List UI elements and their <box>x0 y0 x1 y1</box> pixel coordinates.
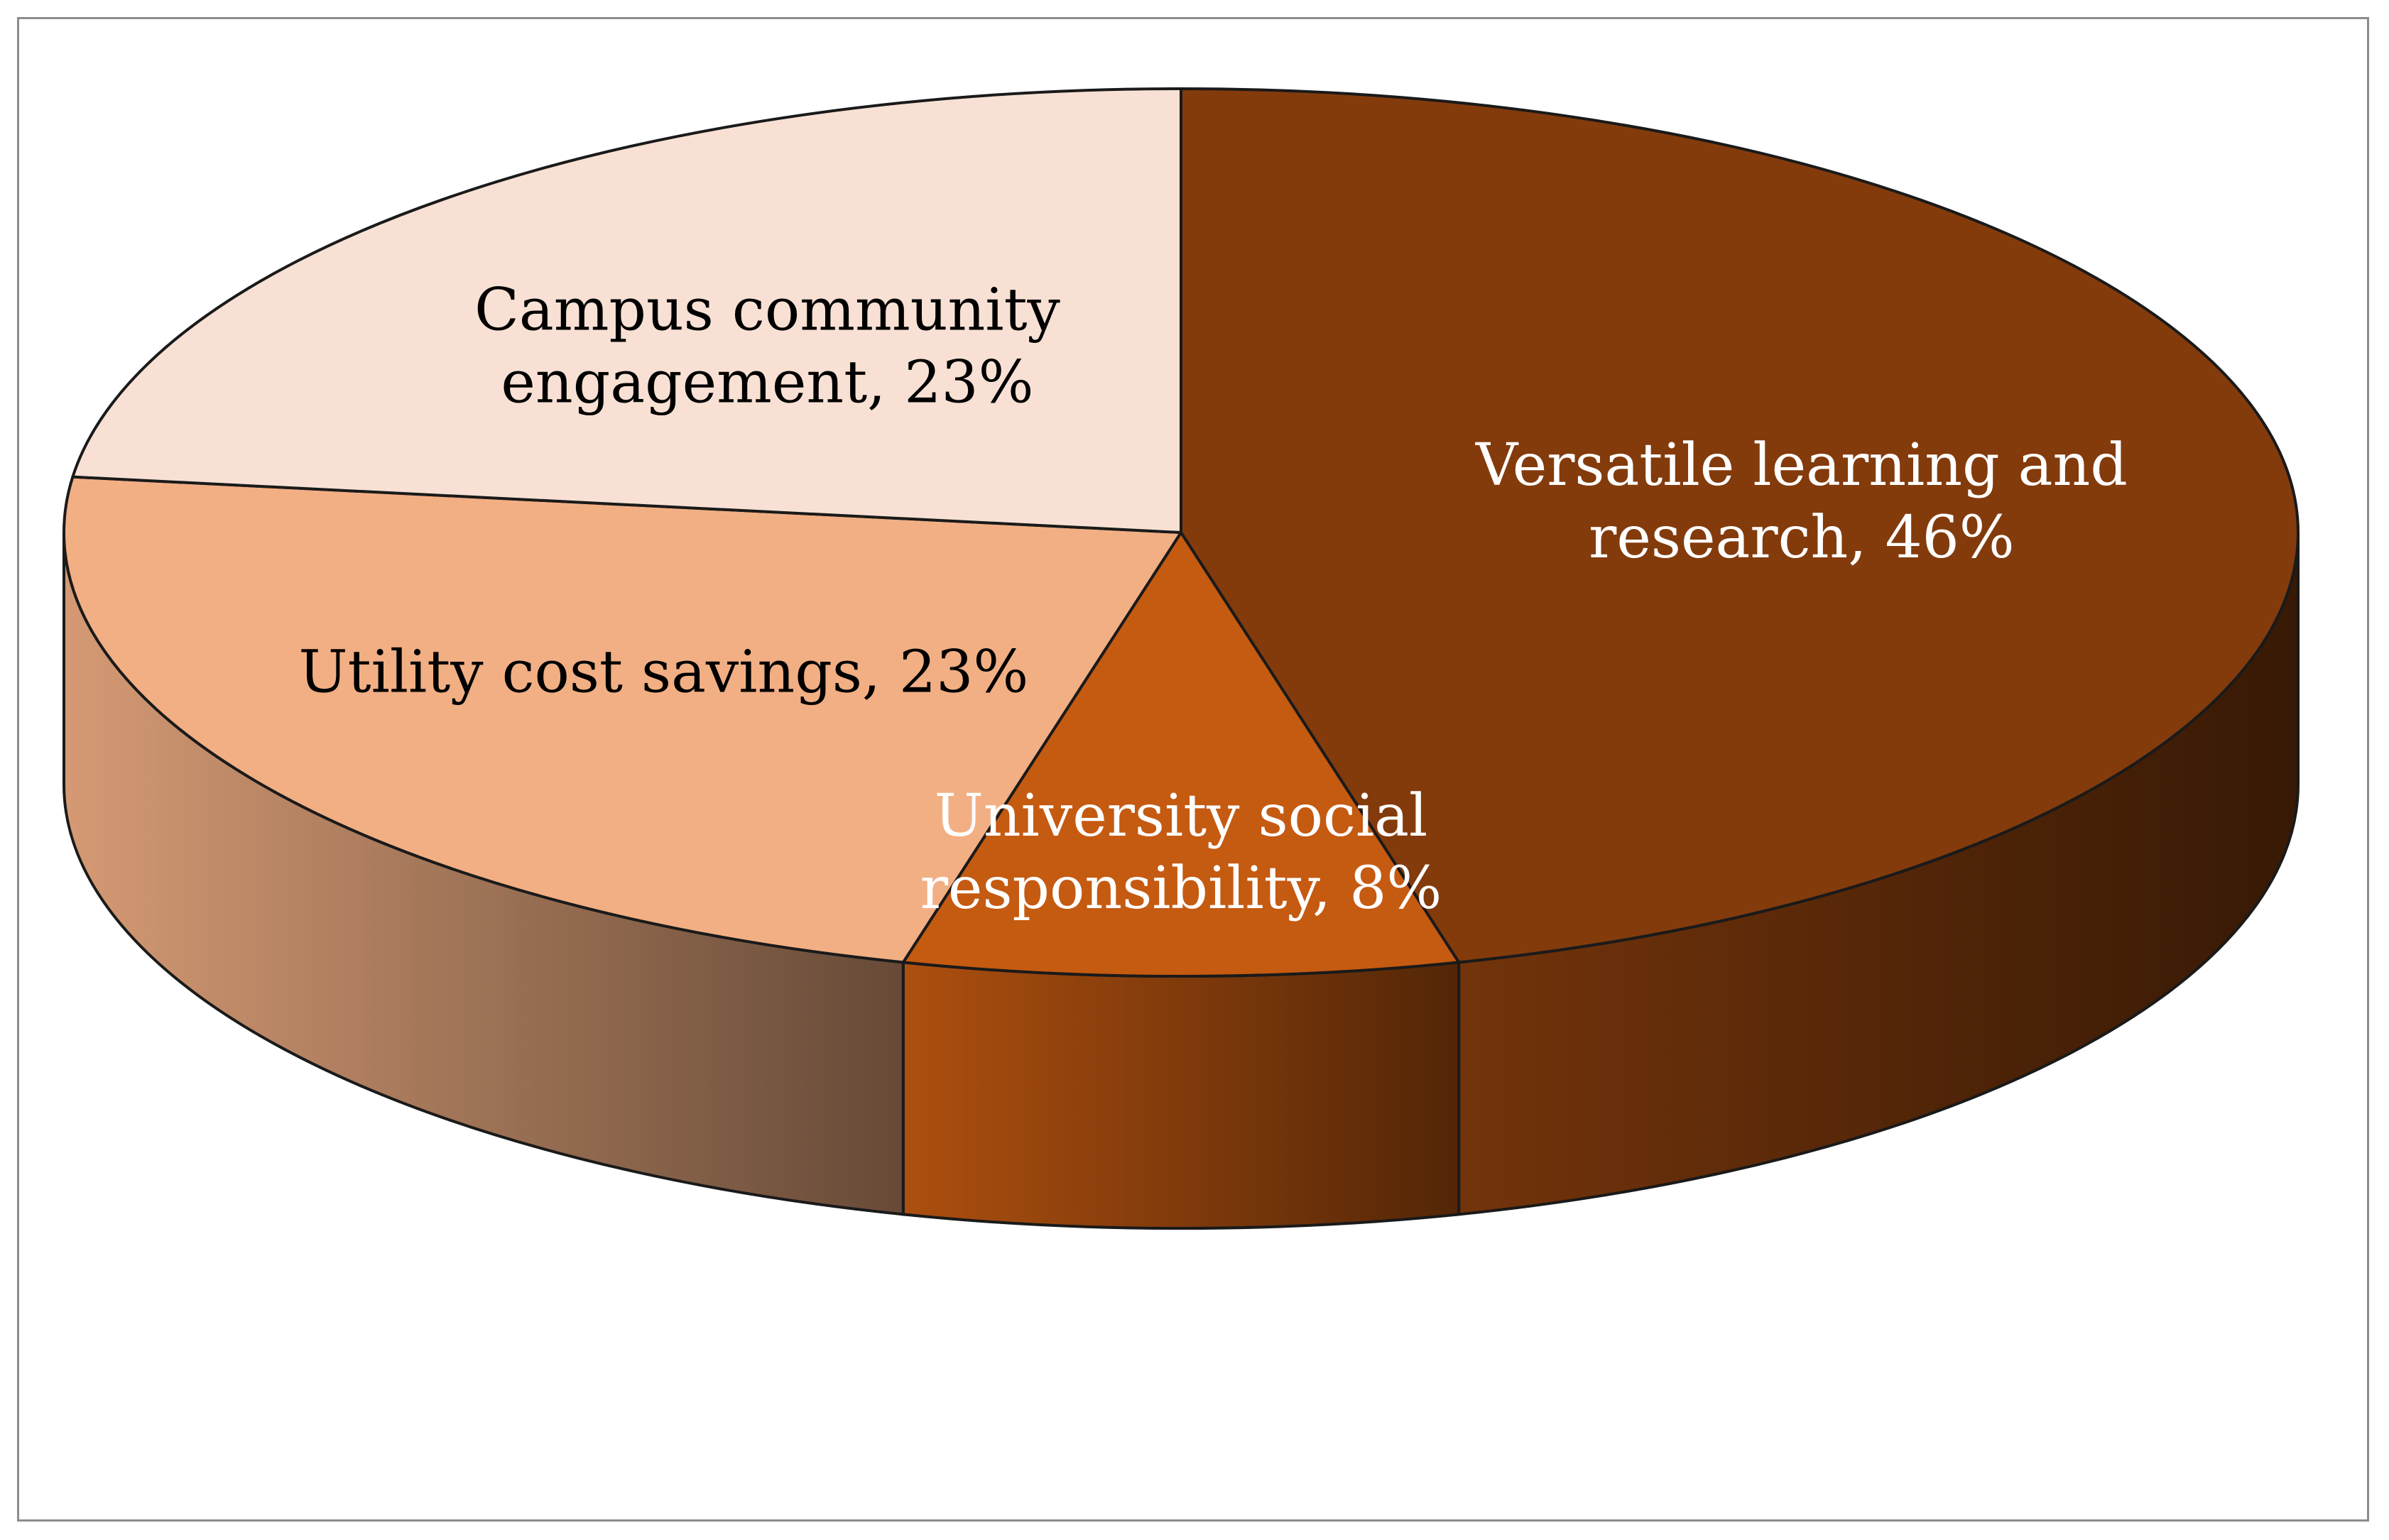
pie-slice-versatile-learning-and-research <box>1180 87 2300 964</box>
pie-slices <box>62 87 2300 978</box>
pie-label-line: engagement, 23% <box>501 349 1033 416</box>
pie-slice-utility-cost-savings <box>62 475 1182 964</box>
pie-label-campus-community-engagement: Campus community engagement, 23% <box>474 276 1060 416</box>
pie-labels: Versatile learning and research, 46% Unive… <box>299 276 2128 922</box>
pie-label-line: Campus community <box>474 276 1060 344</box>
pie-side-university-social-responsibility <box>901 961 1461 1230</box>
pie-label-line: Versatile learning and <box>1475 432 2128 499</box>
pie-label-line: research, 46% <box>1589 504 2015 572</box>
pie-label-versatile-learning-and-research: Versatile learning and research, 46% <box>1475 432 2128 572</box>
pie-sides <box>62 531 2300 1230</box>
pie-label-university-social-responsibility: University social responsibility, 8% <box>920 782 1442 922</box>
pie-label-utility-cost-savings: Utility cost savings, 23% <box>299 639 1029 706</box>
pie-label-line: University social <box>935 782 1428 850</box>
pie-slice-university-social-responsibility <box>901 531 1461 978</box>
pie-label-line: responsibility, 8% <box>920 855 1442 922</box>
pie-label-line: Utility cost savings, 23% <box>299 639 1029 706</box>
pie-slice-campus-community-engagement <box>71 87 1182 534</box>
